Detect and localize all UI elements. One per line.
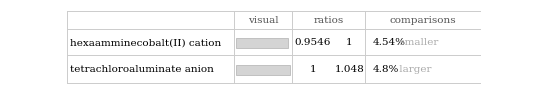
Text: 1: 1 — [310, 65, 316, 74]
Text: visual: visual — [248, 16, 279, 25]
Bar — [237, 38, 288, 48]
Text: tetrachloroaluminate anion: tetrachloroaluminate anion — [70, 65, 214, 74]
Bar — [237, 65, 290, 75]
Text: 4.54%: 4.54% — [373, 38, 406, 47]
Text: 4.8%: 4.8% — [373, 65, 399, 74]
Text: ratios: ratios — [313, 16, 344, 25]
Text: 1: 1 — [346, 38, 352, 47]
Text: 0.9546: 0.9546 — [295, 38, 331, 47]
Text: hexaamminecobalt(II) cation: hexaamminecobalt(II) cation — [70, 38, 221, 47]
Text: comparisons: comparisons — [389, 16, 456, 25]
Text: 1.048: 1.048 — [334, 65, 364, 74]
Text: smaller: smaller — [396, 38, 438, 47]
Text: larger: larger — [396, 65, 431, 74]
